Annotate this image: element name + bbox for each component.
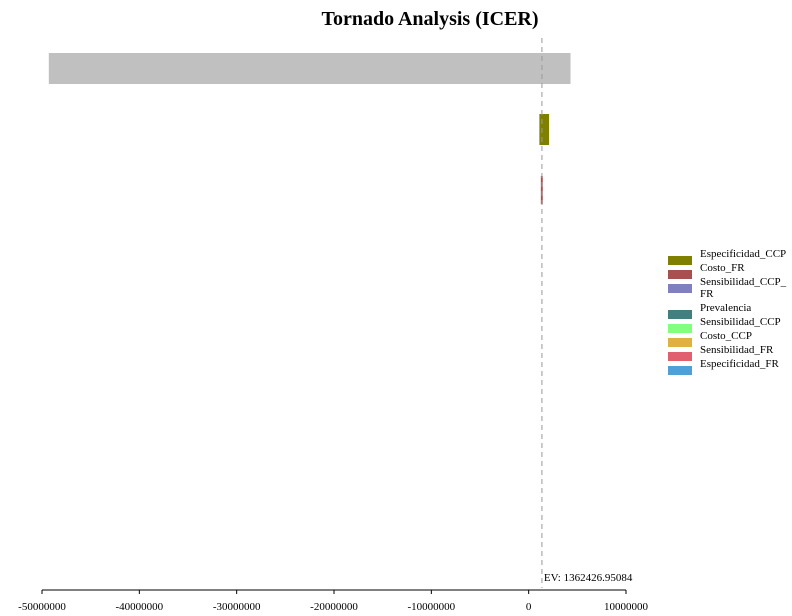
legend-item: Especificidad_FR [668, 358, 792, 375]
legend-label: Sensibilidad_FR [700, 344, 774, 356]
x-tick-label: -50000000 [18, 601, 66, 613]
legend-swatch [668, 352, 692, 361]
legend-label: Sensibilidad_CCP_FR [700, 276, 787, 300]
legend-item: Sensibilidad_CCP_FR [668, 276, 792, 300]
legend-item: Costo_CCP [668, 330, 792, 347]
x-tick-label: -30000000 [213, 601, 261, 613]
legend-label: Prevalencia [700, 302, 752, 314]
tornado-bar [539, 114, 550, 145]
legend-swatch [668, 256, 692, 265]
legend-label: Especificidad_CCP [700, 248, 787, 260]
legend-swatch [668, 366, 692, 375]
x-tick-label: 10000000 [604, 601, 649, 613]
legend-label: Costo_FR [700, 262, 745, 274]
legend-swatch [668, 324, 692, 333]
legend-swatch [668, 284, 692, 293]
legend-item: Sensibilidad_FR [668, 344, 792, 361]
x-tick-label: -10000000 [407, 601, 455, 613]
legend-item: Prevalencia [668, 302, 792, 319]
chart-title: Tornado Analysis (ICER) [321, 8, 539, 30]
legend-label: Costo_CCP [700, 330, 752, 342]
tornado-bar [540, 176, 543, 204]
legend-item: Costo_FR [668, 262, 792, 279]
legend-swatch [668, 310, 692, 319]
expected-value-label: EV: 1362426.95084 [544, 572, 633, 584]
legend-label: Sensibilidad_CCP [700, 316, 781, 328]
legend-swatch [668, 270, 692, 279]
legend-swatch [668, 338, 692, 347]
legend-item: Especificidad_CCP [668, 248, 792, 265]
x-tick-label: 0 [526, 601, 532, 613]
x-tick-label: -40000000 [115, 601, 163, 613]
legend-item: Sensibilidad_CCP [668, 316, 792, 333]
tornado-bar [48, 53, 571, 84]
legend: Especificidad_CCP Costo_FR Sensibilidad_CC… [668, 248, 792, 375]
x-tick-label: -20000000 [310, 601, 358, 613]
legend-label: Especificidad_FR [700, 358, 779, 370]
